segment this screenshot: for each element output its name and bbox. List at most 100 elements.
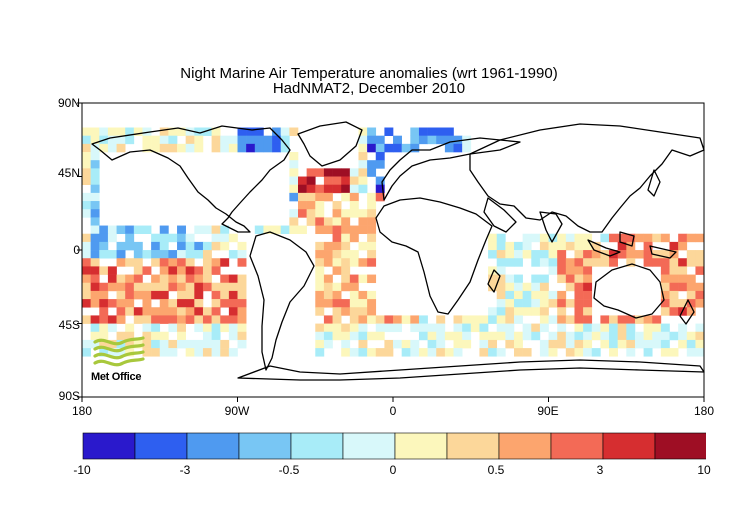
anomaly-cell	[90, 331, 100, 341]
anomaly-cell	[591, 250, 601, 259]
anomaly-cell	[107, 299, 117, 308]
anomaly-cell	[617, 315, 627, 324]
anomaly-cell	[557, 241, 567, 251]
anomaly-cell	[151, 331, 161, 341]
anomaly-cell	[315, 192, 325, 202]
anomaly-cell	[574, 339, 584, 349]
anomaly-cell	[695, 323, 705, 333]
anomaly-cell	[418, 348, 428, 357]
anomaly-cell	[82, 201, 91, 210]
anomaly-cell	[254, 225, 264, 235]
anomaly-cell	[496, 290, 506, 300]
anomaly-cell	[125, 225, 135, 235]
anomaly-cell	[358, 339, 368, 349]
anomaly-cell	[393, 135, 402, 145]
anomaly-cell	[159, 348, 169, 357]
anomaly-cell	[349, 168, 359, 177]
anomaly-cell	[315, 290, 325, 300]
anomaly-cell	[522, 250, 532, 259]
anomaly-grid-cells	[82, 127, 705, 357]
anomaly-cell	[583, 241, 593, 251]
anomaly-cell	[462, 339, 472, 349]
anomaly-cell	[177, 241, 186, 251]
anomaly-cell	[660, 258, 670, 267]
anomaly-cell	[444, 135, 454, 145]
anomaly-cell	[565, 266, 575, 275]
anomaly-cell	[548, 299, 558, 308]
anomaly-cell	[669, 331, 679, 341]
anomaly-cell	[410, 143, 420, 153]
anomaly-cell	[194, 135, 204, 145]
anomaly-cell	[168, 339, 178, 349]
anomaly-cell	[444, 143, 454, 153]
anomaly-cell	[159, 266, 169, 275]
anomaly-cell	[557, 315, 567, 324]
anomaly-cell	[159, 233, 169, 243]
anomaly-cell	[220, 339, 230, 349]
anomaly-cell	[125, 274, 135, 284]
anomaly-cell	[237, 299, 247, 308]
anomaly-cell	[272, 225, 282, 235]
lon-label-180e: 180	[693, 404, 715, 418]
anomaly-cell	[82, 250, 91, 259]
anomaly-cell	[660, 274, 670, 284]
anomaly-cell	[133, 266, 143, 275]
anomaly-cell	[358, 225, 368, 235]
anomaly-cell	[151, 307, 161, 316]
anomaly-cell	[557, 258, 567, 267]
anomaly-cell	[341, 250, 351, 259]
anomaly-cell	[574, 307, 584, 316]
anomaly-cell	[557, 250, 567, 259]
anomaly-cell	[358, 160, 368, 169]
anomaly-cell	[315, 331, 325, 341]
anomaly-cell	[496, 323, 506, 333]
anomaly-cell	[116, 348, 126, 357]
anomaly-cell	[470, 323, 480, 333]
anomaly-cell	[349, 201, 359, 210]
anomaly-cell	[263, 143, 273, 153]
anomaly-cell	[125, 299, 135, 308]
anomaly-cell	[418, 323, 428, 333]
anomaly-cell	[557, 290, 567, 300]
anomaly-cell	[514, 307, 523, 316]
anomaly-cell	[315, 339, 325, 349]
anomaly-cell	[349, 299, 359, 308]
anomaly-cell	[194, 127, 204, 136]
anomaly-cell	[660, 331, 670, 341]
anomaly-cell	[574, 258, 584, 267]
anomaly-cell	[514, 250, 523, 259]
anomaly-cell	[211, 299, 221, 308]
anomaly-cell	[358, 299, 368, 308]
anomaly-cell	[505, 315, 515, 324]
anomaly-cell	[168, 315, 178, 324]
colorbar-swatch	[446, 432, 500, 460]
anomaly-cell	[142, 290, 152, 300]
anomaly-cell	[505, 307, 515, 316]
anomaly-cell	[375, 176, 385, 185]
anomaly-cell	[107, 274, 117, 284]
anomaly-cell	[220, 233, 230, 243]
anomaly-cell	[341, 348, 351, 357]
anomaly-cell	[574, 266, 584, 275]
lon-label-180w: 180	[71, 404, 93, 418]
anomaly-cell	[99, 323, 109, 333]
anomaly-cell	[90, 315, 100, 324]
anomaly-cell	[401, 339, 411, 349]
anomaly-cell	[418, 127, 428, 136]
anomaly-cell	[548, 290, 558, 300]
anomaly-cell	[202, 250, 212, 259]
anomaly-cell	[514, 282, 523, 292]
anomaly-cell	[177, 299, 186, 308]
anomaly-cell	[574, 241, 584, 251]
anomaly-cell	[496, 299, 506, 308]
anomaly-cell	[531, 274, 541, 284]
anomaly-cell	[177, 315, 186, 324]
anomaly-cell	[116, 315, 126, 324]
anomaly-cell	[643, 348, 653, 357]
anomaly-cell	[660, 266, 670, 275]
anomaly-cell	[565, 339, 575, 349]
anomaly-cell	[617, 323, 627, 333]
anomaly-cell	[341, 258, 351, 267]
anomaly-cell	[514, 290, 523, 300]
anomaly-cell	[168, 143, 178, 153]
